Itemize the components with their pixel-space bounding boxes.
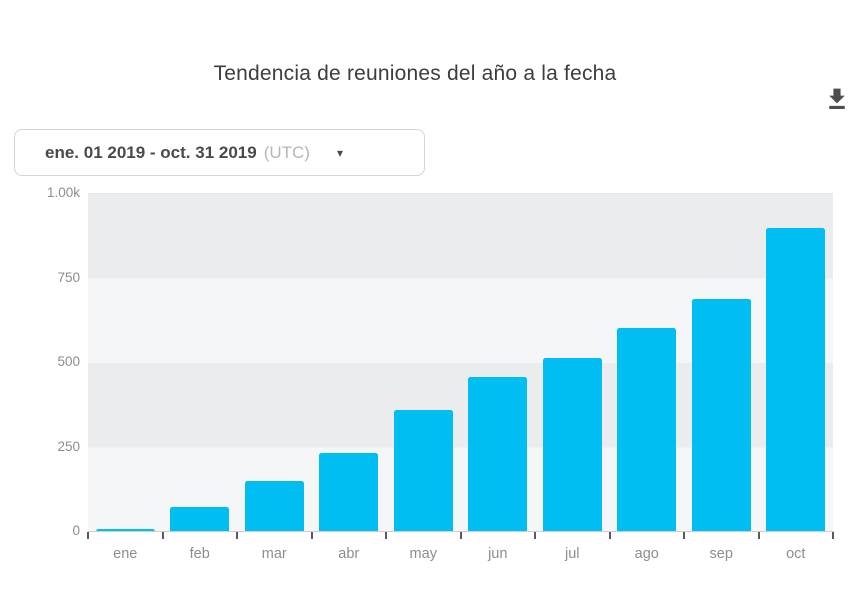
x-axis-tick bbox=[534, 532, 536, 539]
y-axis-label: 0 bbox=[72, 523, 80, 538]
x-axis-label-feb: feb bbox=[189, 546, 210, 562]
x-axis-tick bbox=[385, 532, 387, 539]
x-axis-tick bbox=[87, 532, 89, 539]
x-axis-label-may: may bbox=[409, 546, 437, 562]
bar-oct[interactable] bbox=[766, 227, 826, 532]
y-axis-label: 500 bbox=[57, 354, 80, 369]
x-axis-label-sep: sep bbox=[709, 546, 733, 562]
bar-abr[interactable] bbox=[319, 452, 379, 532]
bar-sep[interactable] bbox=[691, 298, 751, 532]
chevron-down-icon: ▾ bbox=[336, 145, 343, 160]
x-axis-tick bbox=[236, 532, 238, 539]
y-axis-label: 750 bbox=[57, 269, 80, 285]
x-axis-tick bbox=[757, 532, 760, 539]
download-icon bbox=[829, 88, 845, 110]
bar-jun[interactable] bbox=[468, 376, 528, 532]
x-axis-tick bbox=[832, 532, 834, 539]
x-axis-label-abr: abr bbox=[338, 546, 360, 562]
y-axis-label: 1.00k bbox=[46, 185, 80, 200]
x-axis-tick bbox=[683, 532, 685, 539]
bar-ago[interactable] bbox=[617, 327, 677, 532]
date-range-dropdown[interactable]: ene. 01 2019 - oct. 31 2019 (UTC) ▾ bbox=[14, 129, 425, 176]
x-axis-label-ene: ene bbox=[113, 546, 138, 562]
bar-mar[interactable] bbox=[244, 481, 304, 532]
bar-feb[interactable] bbox=[170, 506, 230, 532]
plot-area bbox=[88, 193, 833, 532]
y-axis-label: 250 bbox=[57, 438, 80, 454]
x-axis-label-jul: jul bbox=[564, 546, 580, 562]
timezone-label: (UTC) bbox=[263, 142, 310, 162]
bar-may[interactable] bbox=[393, 410, 453, 532]
download-button[interactable] bbox=[820, 80, 856, 116]
x-axis-label-jun: jun bbox=[488, 546, 508, 562]
x-axis-label-mar: mar bbox=[261, 546, 287, 562]
x-axis-label-ago: ago bbox=[634, 546, 659, 562]
page-title: Tendencia de reuniones del año a la fech… bbox=[213, 62, 617, 85]
bar-jul[interactable] bbox=[542, 357, 602, 532]
bar-ene[interactable] bbox=[95, 528, 155, 532]
x-axis-tick bbox=[608, 532, 611, 539]
x-axis-tick bbox=[310, 532, 313, 539]
x-axis-tick bbox=[161, 532, 164, 539]
x-axis-tick bbox=[459, 532, 462, 539]
date-range-label: ene. 01 2019 - oct. 31 2019 bbox=[45, 142, 257, 162]
x-axis-label-oct: oct bbox=[786, 546, 806, 562]
